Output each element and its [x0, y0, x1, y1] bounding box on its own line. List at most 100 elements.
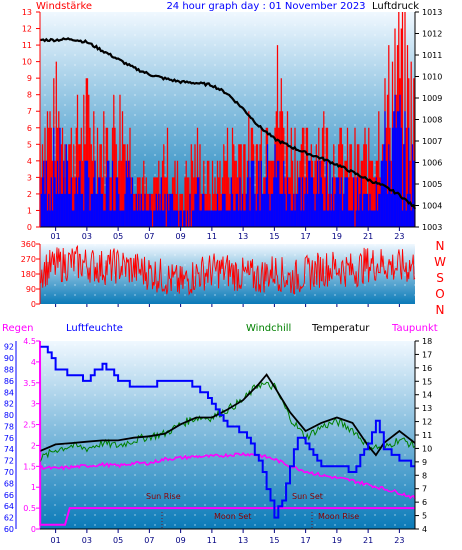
wind-tick-label: 5 [27, 140, 32, 149]
humidity-tick-label: 74 [4, 445, 14, 454]
temperature-tick-label: 15 [422, 377, 432, 386]
hour-tick-label: 21 [363, 232, 373, 241]
temperature-tick-label: 17 [422, 350, 432, 359]
temperature-tick-label: 13 [422, 404, 432, 413]
humidity-tick-label: 86 [4, 377, 14, 386]
pressure-line [39, 37, 417, 210]
pressure-tick-label: 1009 [422, 94, 442, 103]
humidity-tick-label: 82 [4, 400, 14, 409]
moon-rise-label: Moon Rise [318, 512, 359, 521]
pressure-tick-label: 1011 [422, 51, 442, 60]
hour-tick-label: 11 [207, 536, 217, 545]
compass-label: N [436, 303, 445, 317]
rain-tick-label: 0 [31, 525, 36, 534]
sun-set-label: Sun Set [292, 492, 323, 501]
hour-tick-label: 11 [207, 232, 217, 241]
sun-rise-label: Sun Rise [146, 492, 181, 501]
direction-tick-label: 90 [26, 285, 36, 294]
temperature-tick-label: 7 [422, 485, 427, 494]
humidity-tick-label: 62 [4, 514, 14, 523]
compass-label: S [436, 271, 444, 285]
hour-tick-label: 01 [51, 536, 61, 545]
hour-tick-label: 09 [176, 232, 186, 241]
hour-tick-label: 13 [238, 536, 248, 545]
moon-set-label: Moon Set [214, 512, 251, 521]
wind-tick-label: 0 [27, 223, 32, 232]
hour-tick-label: 07 [144, 536, 154, 545]
wind-tick-label: 6 [27, 124, 32, 133]
direction-tick-label: 180 [21, 270, 36, 279]
pressure-tick-label: 1008 [422, 116, 442, 125]
temperature-tick-label: 16 [422, 364, 432, 373]
rain-tick-label: 1 [31, 483, 36, 492]
temperature-line [39, 373, 416, 457]
hour-tick-label: 01 [51, 232, 61, 241]
hour-tick-label: 13 [238, 232, 248, 241]
hour-tick-label: 03 [82, 232, 92, 241]
temperature-tick-label: 11 [422, 431, 432, 440]
compass-label: W [434, 255, 446, 269]
temperature-tick-label: 18 [422, 337, 432, 346]
rain-tick-label: 1.5 [23, 462, 36, 471]
humidity-tick-label: 60 [4, 525, 14, 534]
pressure-tick-label: 1012 [422, 30, 442, 39]
pressure-tick-label: 1010 [422, 73, 442, 82]
wind-tick-label: 1 [27, 206, 32, 215]
hour-tick-label: 03 [82, 536, 92, 545]
wind-tick-label: 4 [27, 157, 32, 166]
pressure-tick-label: 1005 [422, 180, 442, 189]
wind-tick-label: 7 [27, 107, 32, 116]
humidity-tick-label: 64 [4, 502, 14, 511]
temperature-tick-label: 5 [422, 512, 427, 521]
windchill-label: Windchill [246, 323, 291, 334]
hour-tick-label: 15 [269, 232, 279, 241]
rain-tick-label: 2 [31, 441, 36, 450]
humidity-tick-label: 68 [4, 479, 14, 488]
hour-tick-label: 23 [394, 232, 404, 241]
wind-direction-line [39, 244, 416, 296]
wind-tick-label: 3 [27, 173, 32, 182]
compass-label: O [435, 287, 444, 301]
temperature-tick-label: 8 [422, 471, 427, 480]
dewpoint-line [39, 451, 416, 500]
luftfeuchte-label: Luftfeuchte [66, 323, 123, 334]
pressure-tick-label: 1007 [422, 137, 442, 146]
hour-tick-label: 17 [301, 232, 311, 241]
humidity-tick-label: 88 [4, 365, 14, 374]
humidity-line [40, 345, 415, 519]
humidity-tick-label: 70 [4, 468, 14, 477]
wind-tick-label: 11 [22, 41, 32, 50]
temperature-tick-label: 12 [422, 418, 432, 427]
humidity-tick-label: 66 [4, 491, 14, 500]
direction-tick-label: 270 [21, 255, 36, 264]
hour-tick-label: 19 [332, 232, 342, 241]
taupunkt-label: Taupunkt [391, 323, 438, 334]
windchill-line [39, 381, 416, 463]
hour-tick-label: 15 [269, 536, 279, 545]
temperature-tick-label: 9 [422, 458, 427, 467]
hour-tick-label: 05 [113, 232, 123, 241]
humidity-tick-label: 90 [4, 354, 14, 363]
regen-label: Regen [2, 323, 34, 334]
wind-tick-label: 8 [27, 91, 32, 100]
rain-tick-label: 4 [31, 358, 36, 367]
temperatur-label: Temperatur [311, 323, 370, 334]
pressure-tick-label: 1004 [422, 202, 442, 211]
wind-tick-label: 10 [22, 58, 32, 67]
hour-tick-label: 17 [301, 536, 311, 545]
humidity-tick-label: 92 [4, 343, 14, 352]
wind-tick-label: 13 [22, 8, 32, 17]
humidity-tick-label: 84 [4, 388, 14, 397]
temperature-tick-label: 10 [422, 444, 432, 453]
direction-tick-label: 0 [31, 300, 36, 309]
chart-title: 24 hour graph day : 01 November 2023 [166, 1, 365, 12]
rain-line [39, 340, 415, 526]
rain-tick-label: 0.5 [23, 504, 36, 513]
wind-tick-label: 9 [27, 74, 32, 83]
compass-label: N [436, 239, 445, 253]
temperature-tick-label: 4 [422, 525, 427, 534]
pressure-tick-label: 1006 [422, 159, 442, 168]
temperature-tick-label: 6 [422, 498, 427, 507]
humidity-tick-label: 78 [4, 422, 14, 431]
